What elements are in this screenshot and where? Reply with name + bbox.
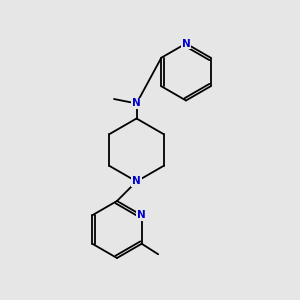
Text: N: N — [132, 176, 141, 187]
Text: N: N — [182, 38, 190, 49]
Text: N: N — [137, 210, 146, 220]
Text: N: N — [132, 98, 141, 109]
